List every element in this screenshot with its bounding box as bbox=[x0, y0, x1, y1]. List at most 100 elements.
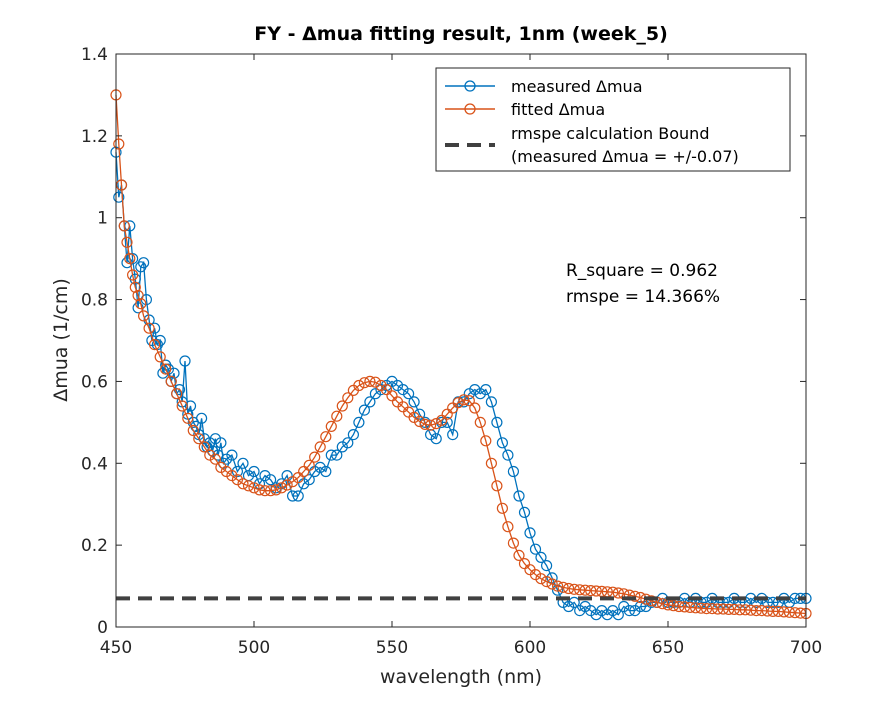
data-point-fitted bbox=[358, 377, 370, 389]
data-point-measured bbox=[425, 429, 437, 441]
data-point-measured bbox=[320, 465, 332, 478]
data-point-measured bbox=[281, 470, 293, 482]
data-point-fitted bbox=[441, 408, 453, 420]
data-point-fitted bbox=[248, 482, 260, 494]
data-point-fitted bbox=[124, 253, 136, 265]
data-point-measured bbox=[325, 449, 337, 461]
data-point-fitted bbox=[656, 598, 669, 610]
data-point-fitted bbox=[118, 220, 130, 232]
y-tick-label: 0 bbox=[97, 618, 108, 638]
data-point-fitted bbox=[717, 603, 729, 615]
data-point-fitted bbox=[281, 479, 293, 491]
data-point-measured bbox=[353, 416, 365, 428]
data-point-fitted bbox=[336, 400, 348, 412]
data-point-measured bbox=[314, 461, 326, 473]
legend-label-fitted: fitted Δmua bbox=[511, 100, 605, 119]
data-point-measured bbox=[303, 474, 315, 486]
data-point-measured bbox=[215, 437, 227, 449]
y-tick-label: 0.2 bbox=[81, 536, 108, 556]
data-point-fitted bbox=[121, 236, 133, 248]
data-point-measured bbox=[113, 191, 125, 203]
data-point-fitted bbox=[789, 607, 801, 619]
legend: measured Δmua fitted Δmua rmspe calculat… bbox=[435, 67, 791, 172]
data-point-fitted bbox=[149, 339, 161, 351]
data-point-measured bbox=[612, 609, 624, 621]
data-point-fitted bbox=[204, 449, 216, 461]
data-point-measured bbox=[179, 355, 191, 367]
data-point-fitted bbox=[253, 484, 266, 496]
data-point-measured bbox=[403, 388, 415, 400]
data-point-fitted bbox=[767, 605, 779, 618]
data-point-fitted bbox=[414, 415, 426, 428]
data-point-measured bbox=[408, 396, 420, 408]
y-axis-label: Δmua (1/cm) bbox=[50, 278, 72, 402]
data-point-fitted bbox=[695, 602, 707, 614]
data-point-fitted bbox=[143, 322, 155, 334]
data-point-fitted bbox=[480, 435, 492, 447]
data-point-fitted bbox=[513, 549, 525, 562]
data-point-measured bbox=[568, 596, 580, 609]
data-point-measured bbox=[347, 429, 359, 441]
data-point-fitted bbox=[325, 420, 337, 432]
data-point-measured bbox=[535, 551, 547, 564]
data-point-measured bbox=[364, 396, 376, 408]
y-tick-label: 1.2 bbox=[81, 127, 108, 147]
data-point-fitted bbox=[430, 418, 442, 430]
data-point-fitted bbox=[684, 601, 696, 614]
data-point-fitted bbox=[198, 441, 210, 453]
data-point-fitted bbox=[778, 606, 790, 618]
data-point-fitted bbox=[176, 400, 188, 412]
data-point-fitted bbox=[309, 451, 321, 463]
data-point-fitted bbox=[612, 587, 624, 599]
data-point-fitted bbox=[287, 476, 299, 488]
data-point-fitted bbox=[772, 605, 785, 618]
data-point-measured bbox=[767, 596, 779, 609]
data-point-measured bbox=[397, 384, 409, 396]
x-tick-label: 550 bbox=[376, 638, 408, 658]
data-point-measured bbox=[154, 334, 166, 347]
data-point-fitted bbox=[579, 584, 591, 596]
data-point-fitted bbox=[182, 412, 194, 424]
data-point-fitted bbox=[723, 603, 735, 616]
data-point-fitted bbox=[739, 604, 751, 616]
x-tick-label: 450 bbox=[100, 638, 132, 658]
legend-label-measured: measured Δmua bbox=[511, 77, 643, 96]
data-point-fitted bbox=[463, 395, 475, 407]
data-point-measured bbox=[259, 470, 271, 482]
data-point-fitted bbox=[535, 573, 547, 585]
data-point-fitted bbox=[474, 416, 486, 428]
y-axis: 0 0.2 0.4 0.6 0.8 1 1.2 1.4 bbox=[81, 45, 806, 638]
data-point-fitted bbox=[380, 384, 393, 396]
data-point-measured bbox=[287, 490, 299, 502]
data-point-fitted bbox=[187, 424, 199, 437]
axes-box bbox=[115, 53, 807, 628]
data-point-fitted bbox=[678, 601, 691, 613]
data-point-fitted bbox=[667, 600, 680, 612]
data-point-fitted bbox=[425, 419, 437, 431]
data-point-fitted bbox=[314, 441, 326, 453]
series-line-fitted bbox=[115, 94, 807, 615]
data-point-fitted bbox=[154, 351, 166, 363]
data-point-fitted bbox=[546, 578, 558, 590]
data-point-fitted bbox=[540, 575, 553, 588]
data-point-measured bbox=[226, 449, 238, 461]
data-point-fitted bbox=[518, 557, 531, 570]
data-point-fitted bbox=[734, 604, 746, 616]
data-point-fitted bbox=[127, 269, 139, 281]
y-tick-label: 1.4 bbox=[81, 45, 108, 65]
series-layer bbox=[110, 89, 812, 621]
legend-label-bound-line2: (measured Δmua = +/-0.07) bbox=[511, 147, 739, 166]
data-point-measured bbox=[562, 600, 575, 613]
y-tick-label: 0.6 bbox=[81, 372, 108, 392]
data-point-fitted bbox=[750, 604, 762, 617]
legend-swatch-fitted-marker bbox=[464, 103, 476, 115]
data-point-fitted bbox=[160, 363, 172, 375]
data-point-fitted bbox=[237, 478, 249, 490]
data-point-measured bbox=[414, 408, 426, 420]
y-tick-label: 0.4 bbox=[81, 454, 108, 474]
data-point-measured bbox=[331, 449, 343, 461]
data-point-measured bbox=[618, 600, 630, 613]
data-point-measured bbox=[196, 412, 208, 424]
data-point-fitted bbox=[574, 584, 586, 596]
